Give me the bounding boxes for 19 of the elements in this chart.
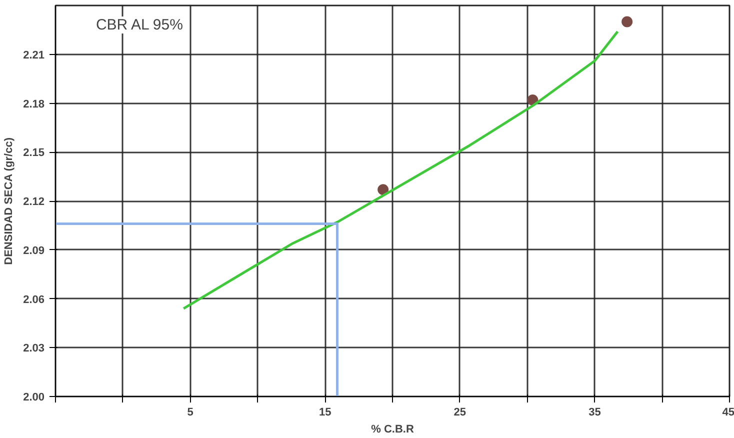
y-tick-label: 2.18 bbox=[23, 98, 45, 110]
point bbox=[378, 184, 389, 196]
x-tick-label: 5 bbox=[187, 406, 194, 418]
x-tick-label: 25 bbox=[454, 406, 466, 418]
y-axis-title: DENSIDAD SECA (gr/cc) bbox=[3, 137, 16, 265]
x-axis-title: % C.B.R bbox=[371, 424, 414, 436]
y-tick-label: 2.21 bbox=[23, 49, 45, 62]
y-tick-label: 2.15 bbox=[23, 147, 45, 160]
y-tick-label: 2.09 bbox=[23, 244, 45, 257]
point bbox=[622, 16, 633, 28]
line-series bbox=[182, 30, 619, 310]
y-tick-label: 2.12 bbox=[23, 196, 45, 208]
y-tick-label: 2.03 bbox=[23, 342, 45, 355]
x-tick-label: 15 bbox=[318, 406, 332, 418]
annotation: CBR AL 95% bbox=[96, 16, 183, 34]
x-tick-label: 35 bbox=[588, 406, 601, 418]
y-tick-label: 2.06 bbox=[23, 294, 45, 306]
y-tick-label: 2.00 bbox=[23, 392, 45, 404]
x-tick-label: 45 bbox=[722, 406, 734, 418]
